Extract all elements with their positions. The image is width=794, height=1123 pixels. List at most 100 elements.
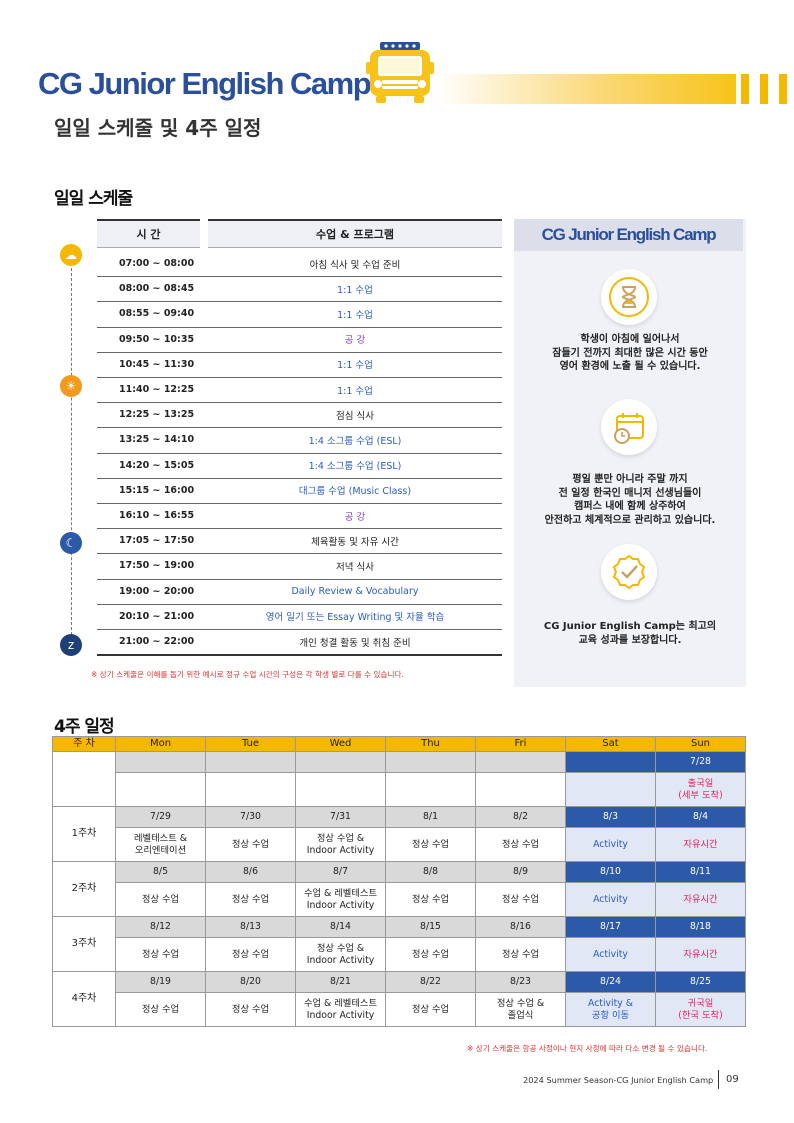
date-cell: 7/31 <box>295 806 386 828</box>
page-number: 09 <box>726 1074 739 1085</box>
daily-row-program: 1:1 수업 <box>337 360 373 372</box>
weekly-header-row: 주 차 Mon Tue Wed Thu Fri Sat Sun <box>52 736 746 752</box>
daily-row: 13:25 ~ 14:10 1:4 소그룹 수업 (ESL) <box>97 427 502 452</box>
activity-cell: Activity <box>565 882 656 917</box>
activity-line: 정상 수업 <box>231 948 270 960</box>
date-cell: 8/18 <box>655 916 746 938</box>
daily-row: 11:40 ~ 12:25 1:1 수업 <box>97 377 502 402</box>
date-cell: 8/4 <box>655 806 746 828</box>
daily-row-program: 1:1 수업 <box>337 284 373 296</box>
date-cell: 8/12 <box>115 916 206 938</box>
activity-cell: 정상 수업 <box>385 827 476 862</box>
activity-cell: 자유시간 <box>655 827 746 862</box>
date-cell <box>385 751 476 773</box>
activity-line: 수업 & 레벨테스트 <box>303 888 378 899</box>
daily-row-time: 15:15 ~ 16:00 <box>119 484 195 496</box>
date-cell: 8/14 <box>295 916 386 938</box>
activity-line: 레벨테스트 & <box>134 833 187 844</box>
daily-row-time: 17:05 ~ 17:50 <box>119 535 195 547</box>
activity-cell: Activity <box>565 827 656 862</box>
daily-row-divider <box>97 553 502 555</box>
footer-divider <box>718 1070 719 1089</box>
daily-row-program: 저녁 식사 <box>336 561 374 573</box>
activity-line: Indoor Activity <box>306 844 375 856</box>
daily-row-program: 개인 청결 활동 및 취침 준비 <box>299 637 411 649</box>
daily-row: 08:55 ~ 09:40 1:1 수업 <box>97 301 502 326</box>
weekly-date-row: 7/28 <box>52 751 746 807</box>
activity-cell: 수업 & 레벨테스트 Indoor Activity <box>295 992 386 1027</box>
daily-row-divider <box>97 377 502 378</box>
date-cell: 8/22 <box>385 971 476 993</box>
activity-line: (세부 도착) <box>678 789 723 801</box>
week-label: 1주차 <box>52 806 116 862</box>
daily-row-program: 점심 식사 <box>336 410 374 422</box>
date-cell: 8/7 <box>295 861 386 883</box>
card-feature-text-1: 학생이 아침에 일어나서 잠들기 전까지 최대한 많은 시간 동안 영어 환경에… <box>552 334 708 372</box>
daily-row-program: 영어 일기 또는 Essay Writing 및 자율 학습 <box>265 612 445 624</box>
daily-row-time: 10:45 ~ 11:30 <box>119 358 195 370</box>
daily-row-time: 12:25 ~ 13:25 <box>119 409 195 421</box>
activity-line: Activity <box>593 838 628 850</box>
date-cell: 8/20 <box>205 971 296 993</box>
weekly-activity-row: 출국일 (세부 도착) <box>53 772 746 807</box>
activity-line: Activity <box>593 893 628 905</box>
activity-line: 자유시간 <box>683 948 718 960</box>
activity-line: 정상 수업 <box>231 838 270 850</box>
daily-row-program: 1:1 수업 <box>337 385 373 397</box>
activity-cell: 수업 & 레벨테스트 Indoor Activity <box>295 882 386 917</box>
weekly-header-cell: Mon <box>115 736 206 752</box>
activity-line: 정상 수업 <box>231 893 270 905</box>
daily-section-title: 일일 스케줄 <box>54 189 133 209</box>
sun-icon: ☀ <box>60 375 82 397</box>
header-stripe <box>779 74 787 104</box>
daily-row-program: 1:1 수업 <box>337 309 373 321</box>
date-cell: 8/21 <box>295 971 386 993</box>
daily-row-divider <box>97 351 502 353</box>
date-cell: 8/25 <box>655 971 746 993</box>
activity-line: 정상 수업 <box>411 838 450 850</box>
weekly-activity-row: 정상 수업 정상 수업 정상 수업 & Indoor Activity 정상 수업 정상 … <box>53 937 746 972</box>
date-cell: 8/15 <box>385 916 476 938</box>
daily-row-divider <box>97 477 502 479</box>
activity-line: 출국일 <box>687 778 714 789</box>
daily-row-divider <box>97 452 502 454</box>
daily-row-program: 체육활동 및 자유 시간 <box>311 536 399 548</box>
activity-cell: 귀국일 (한국 도착) <box>655 992 746 1027</box>
footer-text: 2024 Summer Season-CG Junior English Cam… <box>523 1075 714 1085</box>
weekly-note: ※ 상기 스케줄은 항공 사정이나 현지 사정에 따라 다소 변경 될 수 있습… <box>467 1044 708 1053</box>
activity-cell <box>385 772 476 807</box>
activity-cell: 정상 수업 & Indoor Activity <box>295 937 386 972</box>
daily-header-program: 수업 & 프로그램 <box>208 219 502 248</box>
daily-row-time: 21:00 ~ 22:00 <box>119 636 195 648</box>
weekly-header-cell: Tue <box>205 736 296 752</box>
date-cell: 8/13 <box>205 916 296 938</box>
date-cell: 7/28 <box>655 751 746 773</box>
date-cell: 8/11 <box>655 861 746 883</box>
daily-row-divider <box>97 326 502 328</box>
activity-line: 정상 수업 & <box>316 943 365 954</box>
daily-row-program: 공 강 <box>344 335 366 347</box>
activity-cell <box>565 772 656 807</box>
date-cell: 8/16 <box>475 916 566 938</box>
daily-row: 08:00 ~ 08:45 1:1 수업 <box>97 276 502 301</box>
activity-cell: 정상 수업 <box>205 882 296 917</box>
activity-cell <box>475 772 566 807</box>
daily-row-divider <box>97 301 502 303</box>
daily-row-time: 07:00 ~ 08:00 <box>119 258 195 270</box>
daily-row: 21:00 ~ 22:00 개인 청결 활동 및 취침 준비 <box>97 629 502 654</box>
daily-row-time: 09:50 ~ 10:35 <box>119 333 195 345</box>
daily-row-divider <box>97 276 502 278</box>
daily-row-time: 13:25 ~ 14:10 <box>119 434 195 446</box>
week-label: 4주차 <box>52 971 116 1027</box>
sunrise-icon: ☁ <box>60 244 82 266</box>
activity-cell: 정상 수업 <box>205 937 296 972</box>
weekly-date-row: 3주차 8/12 8/13 8/14 8/15 8/16 8/17 8/18 <box>52 916 746 972</box>
activity-line: 귀국일 <box>687 998 714 1009</box>
activity-line: 자유시간 <box>683 838 718 850</box>
daily-row-time: 08:00 ~ 08:45 <box>119 283 195 295</box>
week-label: 3주차 <box>52 916 116 972</box>
activity-cell: 정상 수업 <box>115 882 206 917</box>
weekly-activity-row: 레벨테스트 & 오리엔테이션 정상 수업 정상 수업 & Indoor Activity… <box>53 827 746 862</box>
daily-row-program: 대그룹 수업 (Music Class) <box>298 486 412 498</box>
daily-row-time: 17:50 ~ 19:00 <box>119 560 195 572</box>
